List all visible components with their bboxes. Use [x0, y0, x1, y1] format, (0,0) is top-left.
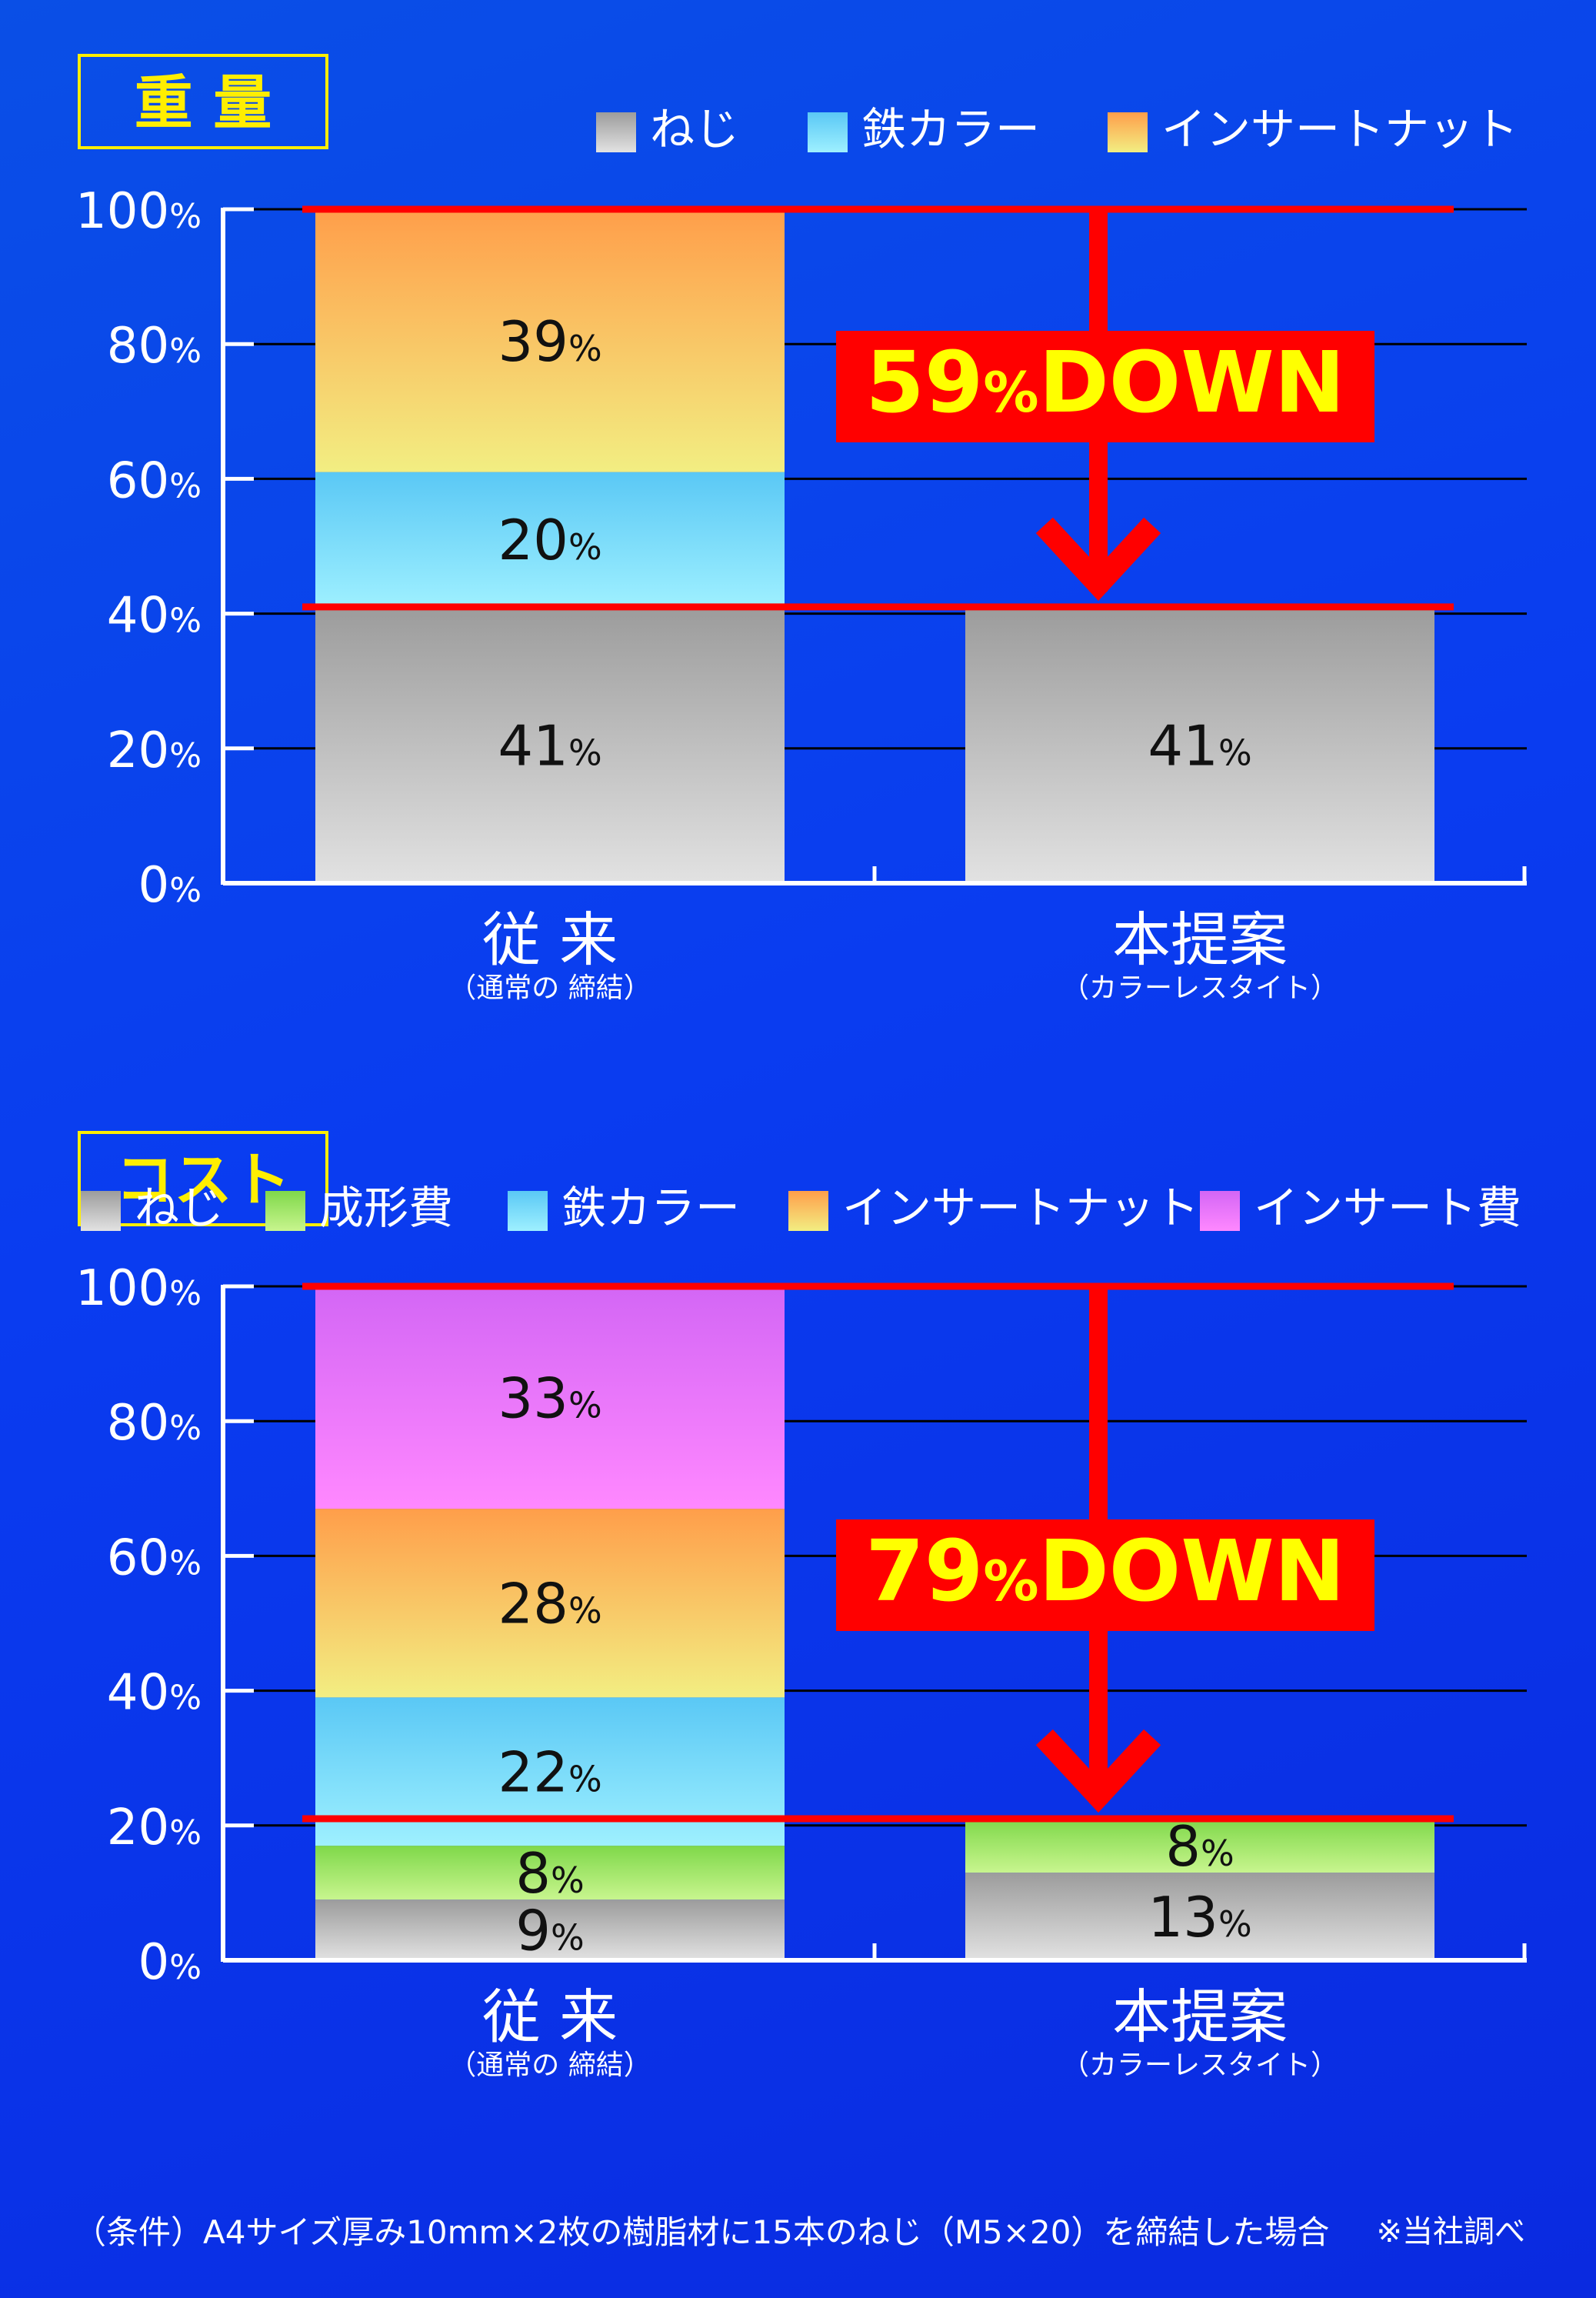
legend-label: 成形費	[319, 1182, 453, 1234]
bar-segment	[315, 1846, 785, 1900]
bar-segment	[965, 1819, 1434, 1873]
bar-segment	[965, 1873, 1434, 1960]
down-arrow-icon	[1035, 517, 1161, 601]
legend-item: インサート費	[1200, 1182, 1521, 1234]
legend-swatch	[1200, 1191, 1240, 1231]
legend-swatch	[81, 1191, 121, 1231]
chart-title: 重 量	[78, 54, 328, 149]
bar-segment	[315, 209, 785, 472]
data-label: 8%	[515, 1841, 585, 1906]
bar-segment	[315, 606, 785, 883]
y-tick-label: 40%	[107, 588, 202, 645]
legend-item: ねじ	[81, 1182, 224, 1234]
data-label: 8%	[1165, 1814, 1234, 1879]
legend-item: 鉄カラー	[508, 1182, 740, 1234]
legend-item: 成形費	[265, 1182, 453, 1234]
category-subtitle: （通常の 締結）	[448, 972, 651, 1004]
y-tick-label: 100%	[75, 183, 202, 240]
chart-title-text: 重 量	[135, 68, 272, 137]
data-label: 33%	[498, 1366, 601, 1431]
y-tick-label: 100%	[75, 1260, 202, 1317]
legend-label: 鉄カラー	[861, 103, 1040, 155]
legend-swatch	[1108, 112, 1148, 152]
bar-segment	[315, 472, 785, 607]
y-tick-label: 80%	[107, 1395, 202, 1452]
legend-item: ねじ	[596, 103, 739, 155]
legend-item: 鉄カラー	[808, 103, 1040, 155]
category-subtitle: （カラーレスタイト）	[1061, 972, 1338, 1004]
y-tick-label: 80%	[107, 318, 202, 375]
y-tick-label: 0%	[138, 857, 202, 914]
legend-label: インサート費	[1254, 1182, 1521, 1234]
category-label: 本提案	[1112, 1983, 1288, 2051]
y-tick-label: 0%	[138, 1934, 202, 1991]
category-subtitle: （通常の 締結）	[448, 2050, 651, 2081]
category-label: 従 来	[482, 1983, 618, 2051]
reduction-badge	[836, 1519, 1374, 1631]
bar-segment	[315, 1509, 785, 1698]
legend-swatch	[808, 112, 848, 152]
bar-segment	[315, 1899, 785, 1960]
legend-label: ねじ	[650, 103, 739, 155]
data-label: 22%	[498, 1740, 601, 1805]
chart-title-box	[78, 54, 328, 149]
legend-swatch	[596, 112, 636, 152]
data-label: 41%	[1148, 713, 1251, 778]
down-arrow-icon	[1035, 1729, 1161, 1813]
legend-item: インサートナット	[788, 1182, 1199, 1234]
chart-title-text: コスト	[115, 1146, 291, 1214]
y-tick-label: 20%	[107, 722, 202, 779]
bar-segment	[315, 1286, 785, 1509]
category-subtitle: （カラーレスタイト）	[1061, 2050, 1338, 2081]
y-tick-label: 20%	[107, 1799, 202, 1856]
legend-item: インサートナット	[1108, 103, 1518, 155]
legend-swatch	[508, 1191, 548, 1231]
y-tick-label: 60%	[107, 1529, 202, 1586]
source-note: ※当社調べ	[1376, 2214, 1525, 2250]
bar-segment	[965, 606, 1434, 883]
data-label: 41%	[498, 713, 601, 778]
data-label: 28%	[498, 1572, 601, 1636]
reduction-text: 59%DOWN	[865, 333, 1344, 432]
category-label: 本提案	[1112, 906, 1288, 974]
chart-title: コスト	[78, 1131, 328, 1226]
data-label: 13%	[1148, 1885, 1251, 1949]
weight-chart: 重 量ねじ 鉄カラー インサートナット 41% 41% 20% 39% 0% 20% 40% 60%…	[75, 54, 1527, 1004]
legend-label: インサートナット	[1161, 103, 1518, 155]
legend-label: 鉄カラー	[561, 1182, 740, 1234]
condition-note: （条件）A4サイズ厚み10mm×2枚の樹脂材に15本のねじ（M5×20）を締結し…	[74, 2213, 1330, 2251]
data-label: 20%	[498, 508, 601, 572]
chart-title-box	[78, 1131, 328, 1226]
category-label: 従 来	[482, 906, 618, 974]
reduction-badge	[836, 331, 1374, 442]
y-tick-label: 40%	[107, 1665, 202, 1722]
legend-label: ねじ	[135, 1182, 224, 1234]
data-label: 9%	[515, 1899, 585, 1963]
legend-label: インサートナット	[842, 1182, 1199, 1234]
legend-swatch	[788, 1191, 828, 1231]
legend-swatch	[265, 1191, 305, 1231]
reduction-text: 79%DOWN	[865, 1522, 1344, 1620]
y-tick-label: 60%	[107, 452, 202, 509]
data-label: 39%	[498, 309, 601, 374]
